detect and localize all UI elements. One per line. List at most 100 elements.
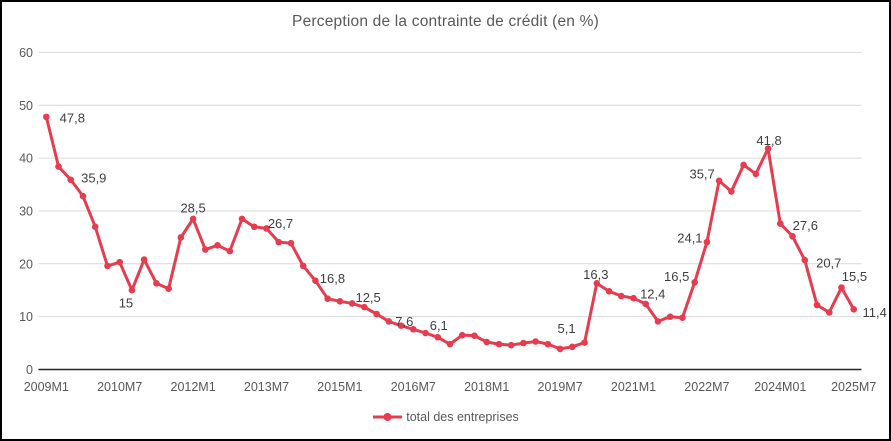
series-total-des-entreprises bbox=[43, 113, 857, 353]
x-tick-label: 2016M7 bbox=[391, 380, 436, 394]
y-tick-label: 40 bbox=[19, 152, 33, 166]
data-point-marker bbox=[67, 176, 75, 184]
legend: total des entreprises bbox=[2, 410, 889, 424]
data-point-marker bbox=[361, 303, 368, 311]
data-point-marker bbox=[116, 258, 123, 266]
data-point-marker bbox=[740, 161, 747, 169]
data-point-label: 11,4 bbox=[863, 305, 887, 320]
y-tick-label: 20 bbox=[19, 257, 33, 271]
data-point-marker bbox=[263, 225, 270, 232]
data-point-marker bbox=[495, 340, 503, 348]
data-point-label: 28,5 bbox=[180, 200, 205, 215]
x-tick-label: 2013M7 bbox=[244, 380, 289, 394]
data-point-marker bbox=[140, 256, 148, 263]
chart-title: Perception de la contrainte de crédit (e… bbox=[292, 13, 599, 30]
data-point-marker bbox=[569, 343, 576, 351]
data-point-marker bbox=[128, 286, 136, 294]
data-point-marker bbox=[373, 310, 380, 318]
data-point-marker bbox=[153, 280, 160, 287]
data-point-marker bbox=[520, 339, 527, 347]
data-point-marker bbox=[458, 331, 466, 339]
data-point-marker bbox=[630, 294, 637, 302]
data-point-marker bbox=[324, 295, 331, 302]
data-point-label: 16,3 bbox=[583, 267, 608, 282]
data-point-marker bbox=[385, 318, 393, 325]
data-point-marker bbox=[336, 298, 344, 305]
y-axis-tick-labels: 0 10 20 30 40 50 60 bbox=[19, 46, 33, 377]
data-point-marker bbox=[446, 340, 454, 348]
x-tick-label: 2018M1 bbox=[464, 380, 509, 394]
y-tick-label: 30 bbox=[19, 204, 33, 218]
data-point-label: 12,5 bbox=[355, 290, 380, 305]
x-tick-label: 2019M7 bbox=[538, 380, 583, 394]
x-tick-label: 2010M7 bbox=[97, 380, 142, 394]
series-line bbox=[44, 115, 856, 351]
data-point-marker bbox=[703, 238, 711, 246]
x-tick-label: 2024M01 bbox=[754, 380, 806, 394]
data-point-marker bbox=[813, 301, 821, 309]
data-point-marker bbox=[79, 192, 87, 200]
data-point-label: 24,1 bbox=[677, 231, 702, 246]
data-point-label: 16,8 bbox=[320, 271, 345, 286]
data-point-marker bbox=[299, 262, 307, 270]
data-point-marker bbox=[764, 145, 772, 152]
data-point-label: 15,5 bbox=[842, 269, 867, 284]
data-point-marker bbox=[348, 300, 356, 307]
data-point-marker bbox=[642, 300, 650, 308]
data-point-label: 7,6 bbox=[395, 314, 413, 329]
x-tick-label: 2015M1 bbox=[317, 380, 362, 394]
data-point-marker bbox=[189, 215, 197, 223]
data-point-label: 15 bbox=[119, 296, 133, 311]
data-point-marker bbox=[55, 163, 62, 170]
data-point-marker bbox=[43, 113, 50, 121]
data-point-marker bbox=[250, 223, 258, 231]
x-tick-label: 2012M1 bbox=[171, 380, 216, 394]
legend-line-marker-icon bbox=[373, 413, 403, 421]
data-point-marker bbox=[581, 339, 588, 346]
data-point-label: 16,5 bbox=[664, 269, 689, 284]
data-point-marker bbox=[397, 322, 405, 329]
data-point-label: 35,9 bbox=[81, 170, 106, 185]
data-point-marker bbox=[776, 220, 784, 227]
data-point-marker bbox=[483, 338, 490, 346]
data-point-marker bbox=[226, 247, 234, 255]
x-tick-label: 2022M7 bbox=[684, 380, 729, 394]
data-point-marker bbox=[532, 338, 539, 345]
data-point-marker bbox=[312, 277, 319, 285]
data-point-marker bbox=[507, 341, 515, 349]
y-tick-label: 50 bbox=[19, 99, 33, 113]
data-point-marker bbox=[214, 242, 221, 249]
data-point-marker bbox=[666, 313, 674, 320]
data-point-marker bbox=[409, 326, 417, 333]
data-point-label: 20,7 bbox=[816, 256, 841, 271]
data-point-marker bbox=[238, 215, 246, 223]
data-point-marker bbox=[691, 278, 698, 286]
data-point-marker bbox=[275, 238, 283, 246]
data-point-marker bbox=[287, 239, 295, 247]
data-point-marker bbox=[838, 284, 845, 291]
x-tick-label: 2025M7 bbox=[831, 380, 876, 394]
data-point-marker bbox=[544, 340, 552, 348]
data-point-marker bbox=[434, 333, 442, 341]
data-point-label: 26,7 bbox=[268, 216, 293, 231]
data-point-marker bbox=[654, 318, 662, 325]
data-point-marker bbox=[177, 234, 185, 241]
y-tick-label: 0 bbox=[26, 363, 33, 377]
data-point-label: 6,1 bbox=[430, 318, 448, 333]
data-point-marker bbox=[825, 309, 833, 316]
data-point-marker bbox=[850, 305, 857, 313]
data-point-marker bbox=[801, 256, 809, 264]
data-point-label: 12,4 bbox=[640, 286, 665, 301]
data-point-marker bbox=[91, 223, 99, 231]
data-point-label: 27,6 bbox=[793, 218, 818, 233]
data-point-label: 41,8 bbox=[756, 133, 781, 148]
data-point-labels: 47,8 35,9 15 28,5 26,7 16,8 12,5 7,6 6,1 5,1 16,3 1… bbox=[60, 110, 887, 336]
gridlines bbox=[38, 51, 862, 371]
x-tick-label: 2009M1 bbox=[24, 380, 69, 394]
data-point-label: 5,1 bbox=[558, 321, 576, 336]
y-tick-label: 60 bbox=[19, 46, 33, 60]
x-tick-label: 2021M1 bbox=[611, 380, 656, 394]
data-point-marker bbox=[679, 314, 686, 322]
data-point-marker bbox=[605, 287, 613, 295]
y-tick-label: 10 bbox=[19, 310, 33, 324]
